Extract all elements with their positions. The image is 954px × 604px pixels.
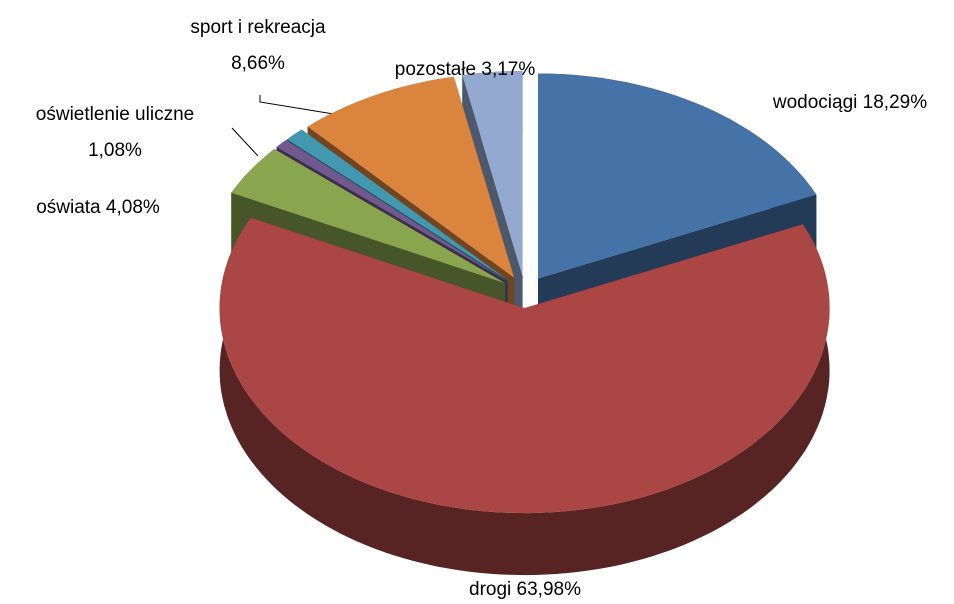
leader-line — [259, 95, 359, 119]
slice — [307, 76, 515, 278]
label-category: oświata — [36, 197, 101, 218]
slice — [219, 217, 830, 514]
data-label: drogi 63,98% — [469, 579, 581, 600]
label-category: pozostałe — [395, 59, 476, 80]
slice — [287, 129, 509, 281]
label-category: drogi — [469, 579, 511, 600]
label-value: 3,17% — [481, 59, 535, 80]
slice — [231, 149, 506, 284]
label-value: 18,29% — [863, 92, 928, 113]
slice — [276, 140, 508, 282]
slice-rim — [219, 217, 830, 576]
data-label: oświata 4,08% — [36, 197, 160, 218]
data-label: oświetlenie uliczne — [36, 104, 194, 125]
data-label: wodociągi 18,29% — [772, 92, 927, 113]
slice — [462, 71, 523, 276]
data-label: pozostałe 3,17% — [395, 59, 536, 80]
data-label: 1,08% — [88, 140, 142, 161]
data-label: 8,66% — [231, 53, 285, 74]
slice — [538, 73, 817, 279]
leader-line — [231, 127, 259, 157]
label-category: wodociągi — [772, 92, 858, 113]
label-value: 4,08% — [106, 197, 160, 218]
data-label: sport i rekreacja — [190, 17, 326, 38]
label-value: 63,98% — [517, 579, 582, 600]
